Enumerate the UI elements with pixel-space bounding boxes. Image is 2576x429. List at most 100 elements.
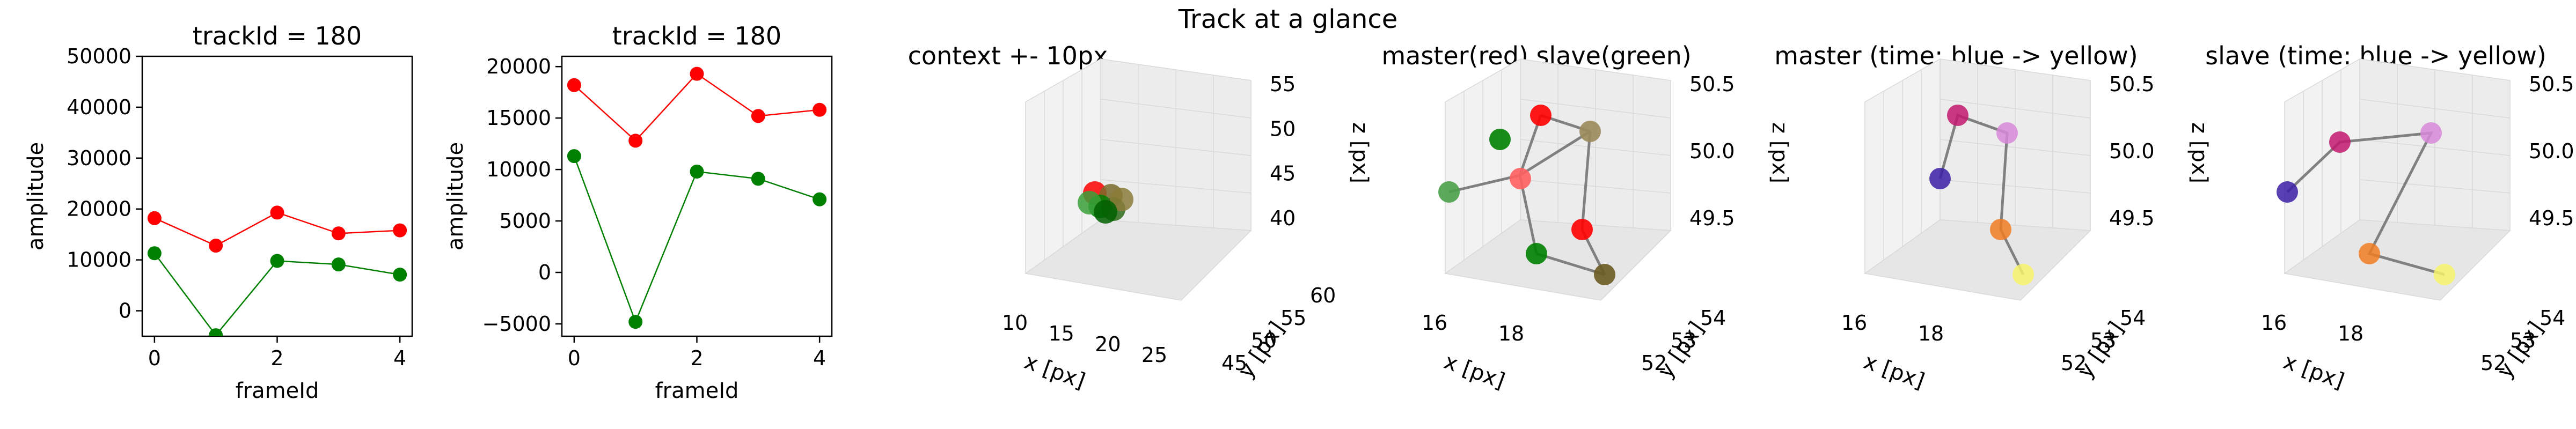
data-point bbox=[751, 109, 765, 123]
link-line bbox=[1580, 131, 1592, 230]
grid-line bbox=[1940, 139, 2091, 156]
data-point bbox=[628, 134, 643, 148]
y-tick-label: 5000 bbox=[499, 209, 551, 233]
z-tick-label: 50.0 bbox=[2529, 139, 2574, 163]
y-tick-label: 50 bbox=[1251, 329, 1277, 352]
y-tick-label: 54 bbox=[1700, 306, 1726, 330]
data-point bbox=[690, 66, 704, 81]
x-tick-label: 4 bbox=[393, 346, 406, 370]
data-point bbox=[209, 328, 223, 336]
x-tick-label: 0 bbox=[568, 346, 581, 370]
plot-area bbox=[147, 205, 407, 336]
data-point bbox=[690, 164, 704, 179]
slave-point bbox=[1489, 129, 1511, 150]
y-tick-label: 10000 bbox=[486, 158, 551, 181]
master-point bbox=[1990, 219, 2011, 240]
x-axis-label: frameId bbox=[236, 379, 319, 403]
grid-line bbox=[2359, 139, 2511, 156]
slave-point bbox=[2329, 131, 2351, 153]
link-line bbox=[1536, 252, 1605, 276]
y-tick-label: 55 bbox=[1280, 306, 1306, 330]
x-axis-label: frameId bbox=[655, 379, 739, 403]
master-point bbox=[1594, 264, 1615, 285]
master-point bbox=[1947, 105, 1968, 126]
x-tick-label: 0 bbox=[148, 346, 161, 370]
z-tick-label: 45 bbox=[1270, 162, 1296, 186]
x-axis-label: x [px] bbox=[2280, 349, 2347, 394]
z-axis-label: z [px] bbox=[1767, 122, 1792, 183]
chart-title: trackId = 180 bbox=[193, 21, 362, 50]
x-tick-label: 18 bbox=[1918, 322, 1944, 345]
slave-point bbox=[1438, 181, 1460, 203]
data-point bbox=[147, 211, 162, 225]
x-axis-label: x [px] bbox=[1441, 349, 1508, 394]
grid-line bbox=[2359, 179, 2511, 194]
master-point bbox=[1571, 219, 1593, 240]
plot-frame bbox=[561, 55, 833, 337]
master-point bbox=[1996, 122, 2018, 144]
x-tick-label: 18 bbox=[1498, 322, 1524, 345]
chart-title: trackId = 180 bbox=[612, 21, 781, 50]
y-tick-label: 53 bbox=[2090, 329, 2116, 352]
y-tick-label: 0 bbox=[538, 261, 551, 284]
slave-point bbox=[2277, 181, 2298, 203]
z-tick-label: 40 bbox=[1270, 206, 1296, 230]
data-point bbox=[567, 149, 581, 164]
pane-floor bbox=[1864, 219, 2091, 301]
line-chart-1: trackId = 180 frameId amplitude 0 2 4 0 10000 20… bbox=[24, 21, 413, 403]
z-axis-label: z [px] bbox=[1348, 122, 1372, 183]
grid-line bbox=[1100, 179, 1252, 194]
data-point bbox=[813, 102, 827, 117]
3d-chart-master-slave: master(red) slave(green)49.550.050.5z [p… bbox=[1381, 41, 1792, 394]
grid-line bbox=[1520, 179, 1671, 194]
y-tick-label: 54 bbox=[2540, 306, 2565, 330]
x-tick-label: 16 bbox=[2261, 311, 2287, 335]
z-tick-label: 50.0 bbox=[2109, 139, 2155, 163]
y-tick-label: 20000 bbox=[486, 55, 551, 78]
slave-point bbox=[2420, 122, 2442, 144]
slave-point bbox=[2359, 243, 2380, 264]
data-point bbox=[628, 315, 643, 329]
y-axis-label: amplitude bbox=[443, 142, 468, 250]
master-point bbox=[1929, 168, 1951, 189]
data-point bbox=[331, 226, 346, 241]
data-point bbox=[270, 205, 284, 220]
x-tick-label: 10 bbox=[1002, 311, 1028, 335]
chart-title: context +- 10px bbox=[908, 41, 1108, 70]
master-point bbox=[1579, 121, 1601, 142]
figure-suptitle: Track at a glance bbox=[1178, 4, 1398, 34]
master-point bbox=[2012, 264, 2034, 285]
x-tick-label: 15 bbox=[1048, 322, 1074, 345]
data-point bbox=[751, 172, 765, 186]
y-tick-label: 0 bbox=[119, 299, 131, 323]
z-tick-label: 50.5 bbox=[1689, 72, 1735, 96]
y-tick-label: 45 bbox=[1221, 351, 1247, 375]
y-tick-label: 10000 bbox=[67, 248, 131, 272]
y-axis-label: y [px] bbox=[2492, 317, 2549, 383]
data-point bbox=[393, 268, 407, 282]
data-point bbox=[147, 246, 162, 261]
z-tick-label: 55 bbox=[1270, 72, 1296, 96]
y-tick-label: 53 bbox=[2510, 329, 2536, 352]
grid-line bbox=[1520, 139, 1671, 156]
y-tick-label: −5000 bbox=[482, 312, 551, 336]
z-axis-label: z [px] bbox=[2187, 122, 2212, 183]
x-tick-label: 25 bbox=[1141, 343, 1167, 367]
z-tick-label: 49.5 bbox=[1689, 206, 1735, 230]
series-line-1 bbox=[574, 72, 820, 142]
slave-point bbox=[2434, 264, 2455, 285]
x-axis-label: x [px] bbox=[1021, 349, 1088, 394]
data-point bbox=[1094, 200, 1117, 224]
y-tick-label: 60 bbox=[1310, 284, 1336, 307]
z-tick-label: 50.5 bbox=[2529, 72, 2574, 96]
line-chart-2: trackId = 180 frameId amplitude 0 2 4 −5000 0 50… bbox=[443, 21, 833, 403]
z-tick-label: 49.5 bbox=[2109, 206, 2155, 230]
series-line-2 bbox=[573, 156, 820, 324]
y-tick-label: 50000 bbox=[67, 45, 131, 68]
slave-point bbox=[1526, 243, 1547, 264]
y-tick-label: 52 bbox=[2480, 351, 2506, 375]
x-tick-label: 4 bbox=[813, 346, 826, 370]
plot-area bbox=[567, 66, 827, 329]
x-tick-label: 20 bbox=[1095, 332, 1121, 356]
